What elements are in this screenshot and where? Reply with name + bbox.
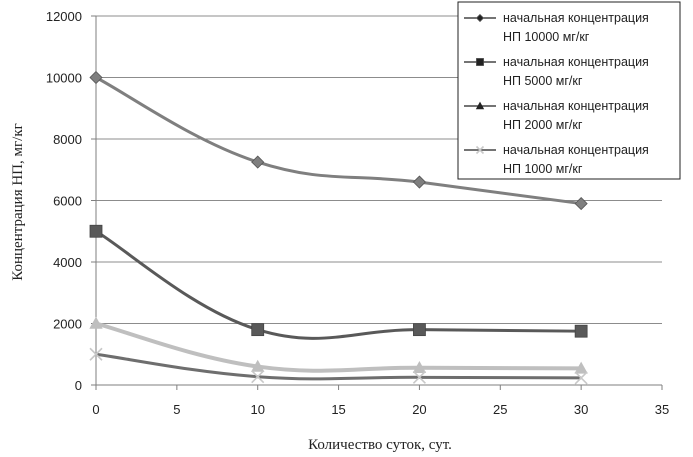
series-line [95, 76, 582, 206]
data-point-x [574, 371, 588, 385]
data-point-triangle [475, 101, 485, 110]
data-point-x [475, 145, 485, 155]
legend-item-1: начальная концентрация НП 10000 мг/кг [464, 11, 649, 44]
series-line [95, 321, 582, 373]
data-point-diamond [475, 13, 485, 23]
data-point-square [574, 324, 588, 338]
data-point-x [89, 347, 103, 361]
series-1 [89, 70, 588, 211]
data-point-square [476, 58, 484, 66]
legend-label-line1: начальная концентрация [503, 143, 649, 157]
legend-item-4: начальная концентрация НП 1000 мг/кг [464, 143, 649, 176]
y-tick-label: 12000 [46, 9, 82, 24]
x-tick-label: 25 [493, 402, 507, 417]
data-point-x [251, 370, 265, 384]
legend-label-line1: начальная концентрация [503, 55, 649, 69]
legend-label-line2: НП 1000 мг/кг [503, 162, 583, 176]
legend-item-2: начальная концентрация НП 5000 мг/кг [464, 55, 649, 88]
x-tick-label: 30 [574, 402, 588, 417]
data-point-square [89, 224, 103, 238]
legend-label-line1: начальная концентрация [503, 11, 649, 25]
y-tick-label: 6000 [53, 194, 82, 209]
y-tick-label: 2000 [53, 317, 82, 332]
legend-item-3: начальная концентрация НП 2000 мг/кг [464, 99, 649, 132]
data-point-triangle [89, 316, 103, 329]
data-point-square [413, 323, 426, 337]
legend-label-line2: НП 2000 мг/кг [503, 118, 583, 132]
data-point-square [251, 323, 265, 337]
data-point-triangle [251, 359, 265, 372]
data-point-triangle [574, 361, 588, 374]
data-point-diamond [89, 70, 103, 85]
series-group [89, 70, 588, 385]
y-axis-label: Концентрация НП, мг/кг [10, 123, 26, 281]
series-4 [89, 347, 588, 385]
data-point-diamond [251, 155, 265, 169]
series-line [95, 229, 582, 340]
legend-label-line1: начальная концентрация [503, 99, 649, 113]
x-tick-label: 0 [92, 402, 99, 417]
y-tick-label: 4000 [53, 255, 82, 270]
x-tick-label: 5 [173, 402, 180, 417]
tick-labels: 0 2000 4000 6000 8000 10000 12000 0 5 10 15 20 25 30 3… [46, 9, 669, 417]
legend-label-line2: НП 5000 мг/кг [503, 74, 583, 88]
series-line [95, 352, 582, 381]
y-tick-label: 8000 [53, 132, 82, 147]
data-point-triangle [412, 360, 427, 373]
series-3 [89, 316, 588, 374]
x-axis-label: Количество суток, сут. [308, 437, 452, 453]
data-point-x [412, 370, 426, 384]
data-point-diamond [574, 197, 588, 211]
x-tick-label: 10 [250, 402, 264, 417]
data-point-diamond [412, 175, 426, 189]
x-tick-label: 20 [412, 402, 426, 417]
y-tick-label: 10000 [46, 71, 82, 86]
series-2 [89, 224, 588, 340]
grid-lines [96, 15, 662, 324]
y-tick-label: 0 [75, 378, 82, 393]
legend-label-line2: НП 10000 мг/кг [503, 30, 590, 44]
x-tick-label: 15 [331, 402, 345, 417]
x-tick-label: 35 [655, 402, 669, 417]
